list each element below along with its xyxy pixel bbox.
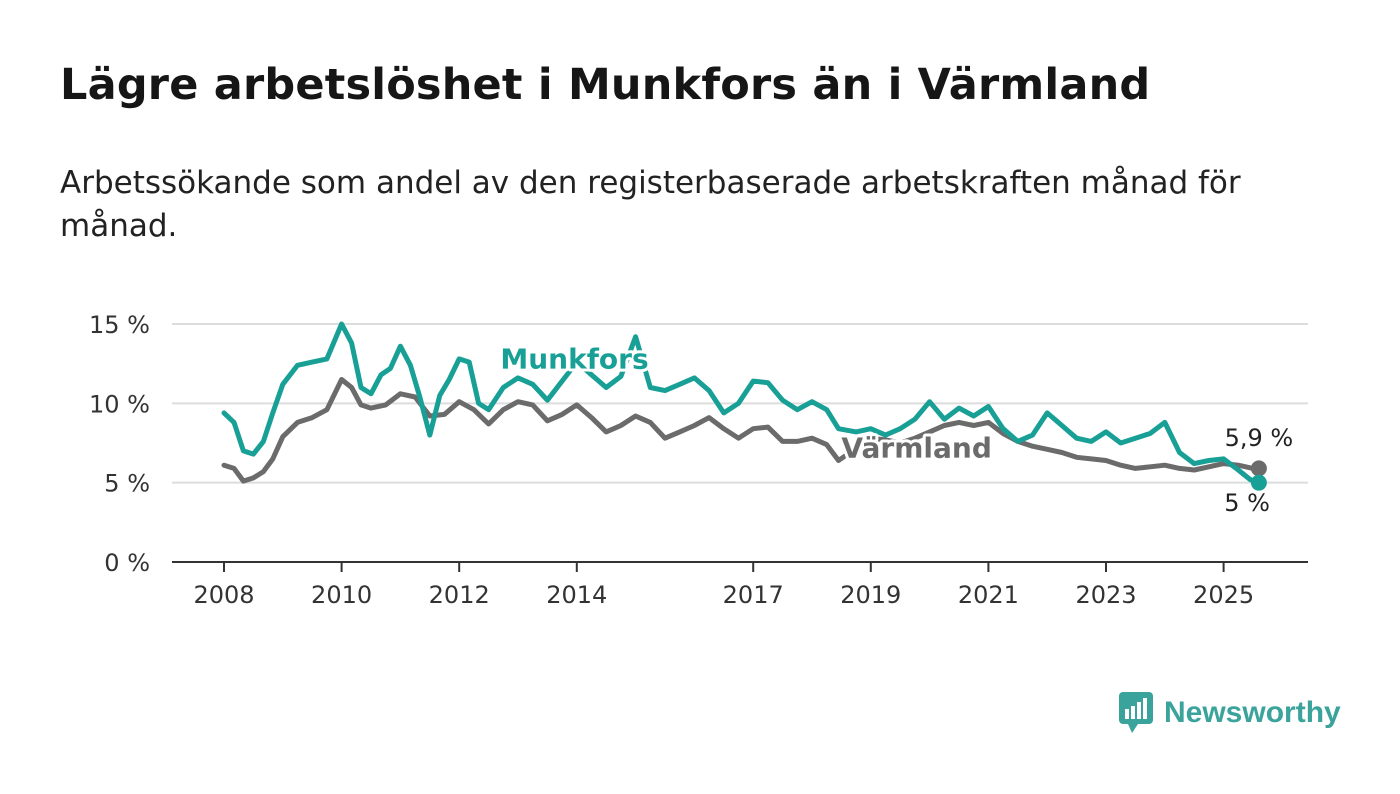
x-tick-label: 2023 — [1075, 581, 1136, 609]
series-end-value-label: 5 % — [1224, 489, 1270, 517]
label-layer: Värmland 5,9 % Munkfors 5 % — [497, 339, 1295, 519]
y-tick-label: 0 % — [104, 549, 150, 577]
series-end-marker — [1250, 474, 1267, 491]
x-tick-label: 2021 — [958, 581, 1019, 609]
axis-layer: 0 % 5 % 10 % 15 % 2008 2010 2012 2014 2017 2019 20… — [89, 311, 1308, 609]
series-line-värmland — [221, 377, 1262, 484]
series-line-munkfors — [221, 321, 1262, 486]
y-tick-label: 5 % — [104, 470, 150, 498]
newsworthy-logo-icon — [1119, 692, 1153, 733]
series-name-label: Värmland — [841, 431, 992, 464]
series-name-label: Munkfors — [500, 342, 648, 375]
x-tick-label: 2025 — [1193, 581, 1254, 609]
x-tick-label: 2010 — [311, 581, 372, 609]
x-tick-label: 2017 — [723, 581, 784, 609]
series-end-marker — [1250, 460, 1267, 477]
brand-name: Newsworthy — [1164, 696, 1341, 729]
x-tick-label: 2008 — [193, 581, 254, 609]
chart-subtitle: Arbetssökande som andel av den registerb… — [60, 165, 1241, 244]
x-tick-label: 2012 — [429, 581, 490, 609]
x-tick-label: 2014 — [546, 581, 607, 609]
y-tick-label: 10 % — [89, 390, 150, 418]
x-tick-label: 2019 — [840, 581, 901, 609]
series-end-value-label: 5,9 % — [1225, 424, 1294, 452]
chart-title: Lägre arbetslöshet i Munkfors än i Värml… — [60, 60, 1151, 110]
y-tick-label: 15 % — [89, 311, 150, 339]
brand-logo[interactable]: Newsworthy — [1118, 690, 1341, 736]
series-layer — [221, 321, 1267, 491]
